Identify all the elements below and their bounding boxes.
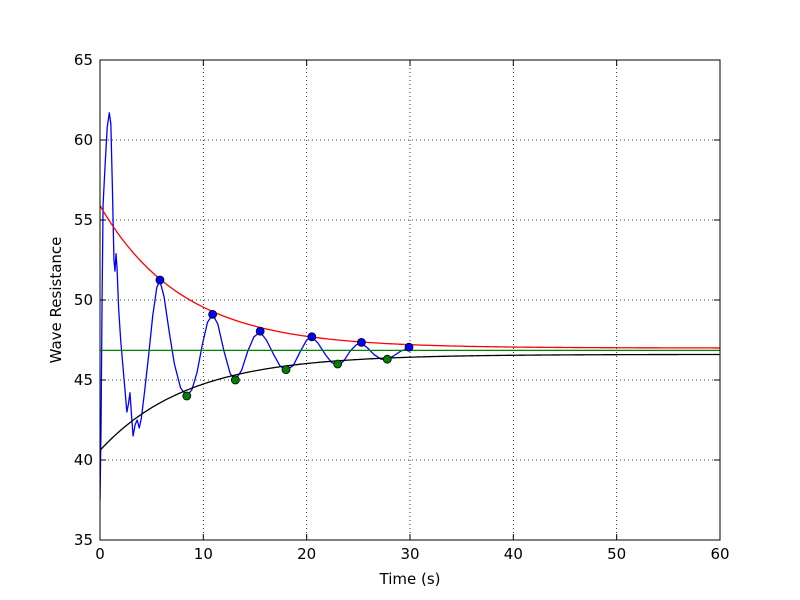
marker-point-0 [208, 309, 218, 319]
grid [100, 60, 720, 540]
marker-point-0 [404, 342, 414, 352]
marker-point-0 [307, 332, 317, 342]
marker-point-1 [230, 375, 240, 385]
marker-point-0 [357, 337, 366, 347]
y-tick-label: 65 [74, 51, 93, 69]
marker-point-1 [382, 354, 392, 364]
x-tick-label: 20 [297, 545, 316, 563]
marker-point-0 [155, 275, 165, 285]
x-tick-label: 40 [504, 545, 523, 563]
y-tick-label: 35 [74, 531, 93, 549]
marker-layer [155, 275, 414, 401]
y-tick-label: 50 [74, 291, 93, 309]
y-tick-label: 40 [74, 451, 93, 469]
y-tick-label: 45 [74, 371, 93, 389]
x-tick-label: 50 [607, 545, 626, 563]
x-tick-label: 10 [194, 545, 213, 563]
x-tick-label: 0 [95, 545, 105, 563]
series-line-2 [100, 353, 720, 451]
marker-point-1 [333, 359, 343, 369]
marker-point-1 [182, 391, 192, 401]
x-tick-label: 30 [400, 545, 419, 563]
marker-point-0 [255, 326, 265, 336]
y-tick-label: 55 [74, 211, 93, 229]
marker-point-1 [281, 365, 291, 375]
x-axis-label: Time (s) [379, 570, 441, 588]
ticks: 0 10 20 30 40 50 60 35 40 45 50 55 60 65 [74, 51, 730, 563]
x-tick-label: 60 [710, 545, 729, 563]
y-tick-label: 60 [74, 131, 93, 149]
y-axis-label: Wave Resistance [47, 237, 65, 364]
